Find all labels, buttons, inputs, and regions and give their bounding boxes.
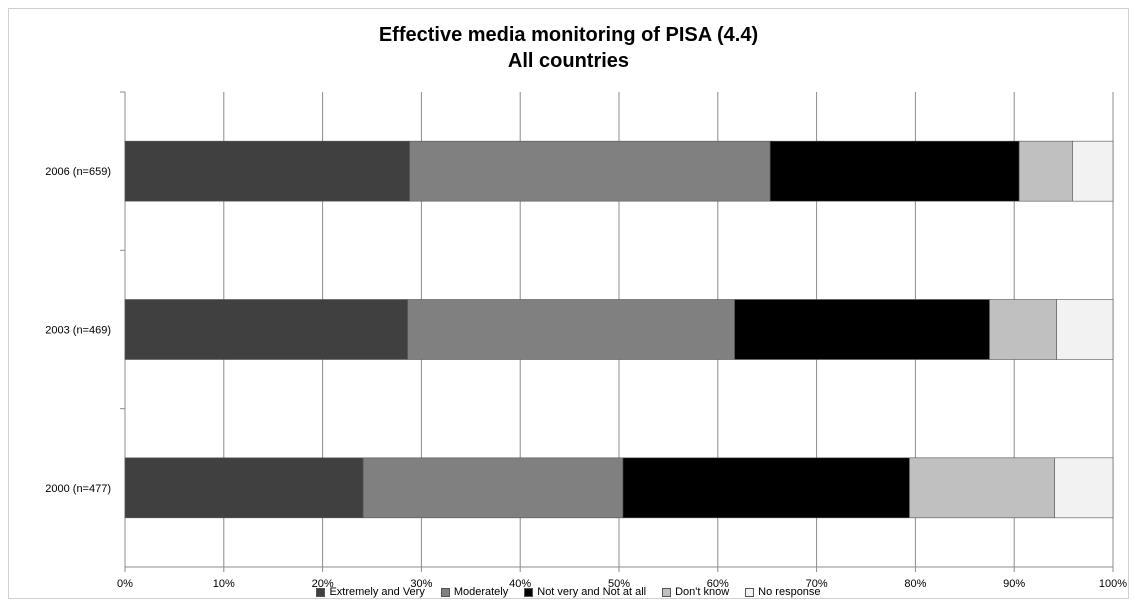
y-category-label: 2006 (n=659): [45, 166, 111, 178]
bar-segment-no-response: [1056, 299, 1114, 360]
x-tick-label: 70%: [806, 578, 828, 590]
bar-segment-moderately: [407, 299, 735, 360]
bar-segment-not-very: [769, 140, 1020, 202]
x-tick-label: 20%: [312, 578, 334, 590]
bar-segment-moderately: [362, 457, 624, 519]
bar-segment-extremely-very: [124, 457, 364, 519]
legend-item: Extremely and Very: [316, 586, 425, 598]
bar-segment-not-very: [622, 457, 910, 519]
legend-item: No response: [745, 586, 821, 598]
x-tick-label: 50%: [608, 578, 630, 590]
x-tick-label: 0%: [117, 578, 133, 590]
bar-segment-no-response: [1072, 140, 1114, 202]
x-tick-label: 90%: [1003, 578, 1025, 590]
chart-legend: Extremely and Very Moderately Not very and…: [0, 586, 1137, 598]
bar-segment-not-very: [734, 299, 990, 360]
legend-label: Don't know: [675, 586, 730, 598]
legend-item: Don't know: [662, 586, 729, 598]
x-tick-label: 40%: [509, 578, 531, 590]
chart-title: Effective media monitoring of PISA (4.4): [378, 24, 759, 46]
legend-label: Extremely and Very: [329, 586, 425, 598]
legend-item: Not very and Not at all: [524, 586, 646, 598]
legend-swatch: [524, 587, 534, 597]
legend-swatch: [745, 587, 755, 597]
legend-swatch: [440, 587, 450, 597]
y-category-label: 2003 (n=469): [45, 325, 111, 337]
bar-segment-no-response: [1054, 457, 1114, 519]
bar-segment-extremely-very: [124, 140, 410, 202]
x-tick-label: 60%: [707, 578, 729, 590]
x-tick-label: 80%: [904, 578, 926, 590]
x-tick-label: 100%: [1099, 578, 1127, 590]
bar-segment-extremely-very: [124, 299, 408, 360]
x-tick-label: 10%: [213, 578, 235, 590]
legend-label: No response: [758, 586, 821, 598]
legend-label: Moderately: [453, 586, 509, 598]
legend-swatch: [316, 587, 326, 597]
legend-swatch: [662, 587, 672, 597]
bar-segment-dont-know: [1018, 140, 1073, 202]
chart-subtitle: All countries: [507, 50, 630, 72]
bar-segment-moderately: [409, 140, 771, 202]
bar-segment-dont-know: [909, 457, 1056, 519]
x-tick-label: 30%: [410, 578, 432, 590]
y-category-label: 2000 (n=477): [45, 483, 111, 495]
bar-segment-dont-know: [989, 299, 1057, 360]
legend-label: Not very and Not at all: [537, 586, 647, 598]
legend-item: Moderately: [440, 586, 509, 598]
